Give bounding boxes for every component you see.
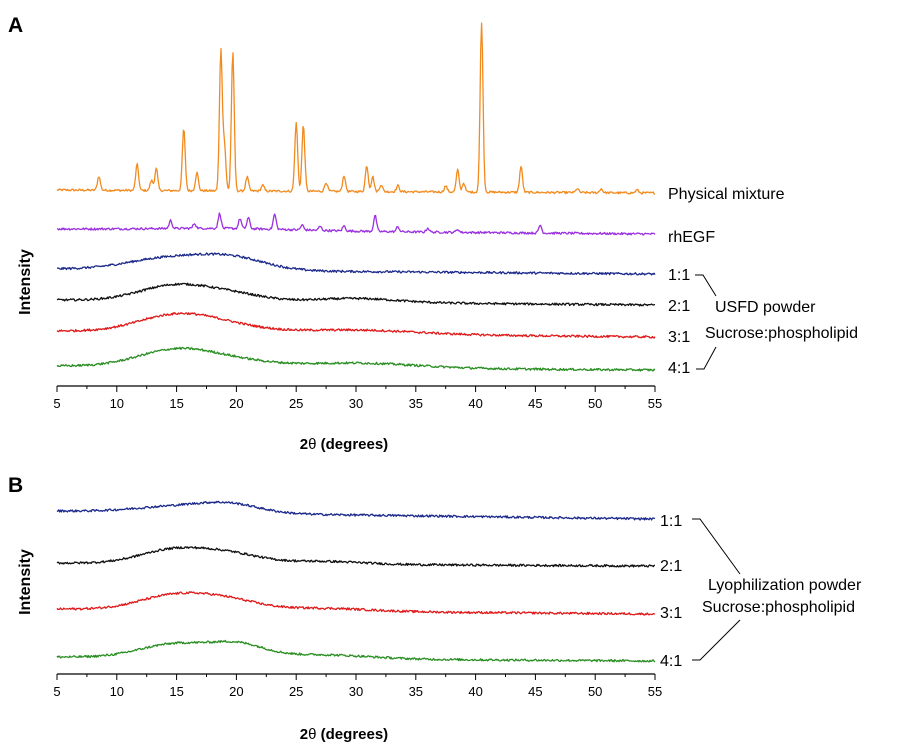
panel-b-group-label-ratio: Sucrose:phospholipid [702, 599, 855, 616]
x-tick-label: 55 [648, 684, 662, 699]
x-tick-label: 10 [110, 396, 124, 411]
panel-a: A Intensity 5 10 15 20 25 30 35 40 45 50 55 2θ (de… [8, 14, 858, 453]
panel-a-x-ticks: 5 10 15 20 25 30 35 40 45 50 55 [53, 386, 662, 411]
panel-a-label: A [8, 14, 23, 37]
series-line-physical-mixture [56, 22, 655, 195]
series-line-4-1 [56, 639, 656, 663]
panel-b-traces [56, 500, 656, 663]
panel-a-label-4-1: 4:1 [668, 360, 690, 377]
panel-a-label-1-1: 1:1 [668, 267, 690, 284]
x-tick-label: 40 [468, 396, 482, 411]
panel-b-group-label-lyophilization: Lyophilization powder [708, 577, 862, 594]
panel-b-bracket-bottom [692, 619, 741, 661]
x-tick-label: 15 [169, 396, 183, 411]
panel-a-x-axis-label-theta: θ [308, 436, 316, 453]
panel-a-group-label-usfd: USFD powder [715, 299, 816, 316]
series-line-rhegf [57, 212, 656, 236]
x-tick-label: 45 [528, 684, 542, 699]
series-line-3-1 [56, 591, 656, 616]
panel-a-bracket-bottom [696, 346, 717, 370]
x-tick-label: 30 [349, 684, 363, 699]
x-tick-label: 50 [588, 684, 602, 699]
panel-b-label: B [8, 474, 23, 497]
panel-b-x-axis-label: 2θ (degrees) [300, 726, 388, 743]
x-tick-label: 45 [528, 396, 542, 411]
panel-a-label-3-1: 3:1 [668, 329, 690, 346]
series-line-2-1 [56, 546, 655, 568]
panel-b-label-1-1: 1:1 [660, 513, 682, 530]
x-tick-label: 20 [229, 684, 243, 699]
panel-a-y-axis-label: Intensity [17, 249, 34, 315]
panel-b-y-axis-label: Intensity [17, 549, 34, 615]
x-tick-label: 25 [289, 396, 303, 411]
x-tick-label: 35 [409, 684, 423, 699]
series-line-3-1 [56, 312, 656, 339]
panel-b-x-axis-label-bold: 2 [300, 726, 308, 743]
x-tick-label: 20 [229, 396, 243, 411]
panel-b-bracket-top [692, 518, 741, 575]
panel-b-x-axis-label-rest: (degrees) [316, 726, 388, 743]
panel-a-label-physical-mixture: Physical mixture [668, 186, 785, 203]
series-line-2-1 [56, 282, 656, 307]
x-tick-label: 15 [169, 684, 183, 699]
panel-a-x-axis-label-bold: 2 [300, 436, 308, 453]
panel-b-label-3-1: 3:1 [660, 605, 682, 622]
x-tick-label: 25 [289, 684, 303, 699]
series-line-1-1 [56, 252, 656, 276]
panel-b-x-ticks: 5 10 15 20 25 30 35 40 45 50 55 [53, 674, 662, 699]
panel-a-label-rhegf: rhEGF [668, 229, 715, 246]
panel-a-group-label-ratio: Sucrose:phospholipid [705, 325, 858, 342]
x-tick-label: 40 [468, 684, 482, 699]
x-tick-label: 10 [110, 684, 124, 699]
panel-a-x-axis-label: 2θ (degrees) [300, 436, 388, 453]
series-line-1-1 [56, 500, 656, 521]
panel-b: B Intensity 5 10 15 20 25 30 35 40 45 50 55 2θ (de… [8, 474, 862, 743]
panel-b-x-axis-label-theta: θ [308, 726, 316, 743]
panel-a-label-2-1: 2:1 [668, 298, 690, 315]
x-tick-label: 35 [409, 396, 423, 411]
panel-a-x-axis-label-rest: (degrees) [316, 436, 388, 453]
panel-b-label-2-1: 2:1 [660, 558, 682, 575]
panel-a-traces [56, 22, 656, 372]
series-line-4-1 [56, 346, 656, 372]
x-tick-label: 5 [53, 684, 60, 699]
x-tick-label: 30 [349, 396, 363, 411]
panel-a-bracket-top [695, 274, 717, 297]
x-tick-label: 5 [53, 396, 60, 411]
x-tick-label: 50 [588, 396, 602, 411]
panel-b-label-4-1: 4:1 [660, 653, 682, 670]
x-tick-label: 55 [648, 396, 662, 411]
